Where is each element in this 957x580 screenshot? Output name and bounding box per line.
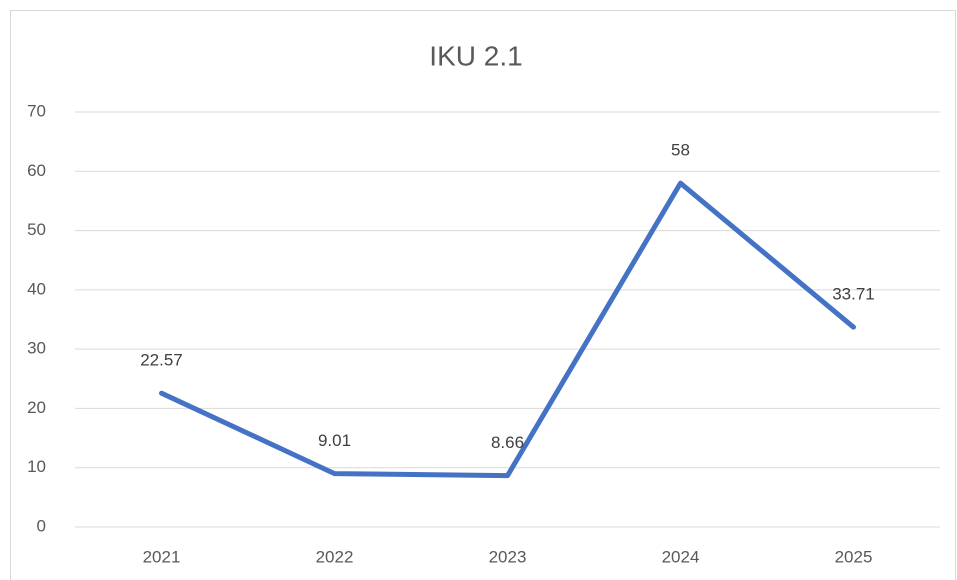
- y-tick-label: 50: [27, 220, 46, 239]
- y-tick-label: 40: [27, 279, 46, 298]
- line: [159, 180, 856, 479]
- x-tick-label: 2022: [316, 547, 354, 566]
- data-label: 22.57: [140, 351, 183, 370]
- data-label: 58: [671, 141, 690, 160]
- data-label: 33.71: [832, 285, 875, 304]
- y-tick-label: 20: [27, 398, 46, 417]
- data-label: 8.66: [491, 433, 524, 452]
- x-tick-label: 2024: [662, 547, 700, 566]
- y-tick-label: 70: [27, 101, 46, 120]
- chart-title: IKU 2.1: [429, 40, 522, 71]
- y-tick-label: 0: [37, 516, 46, 535]
- data-label: 9.01: [318, 431, 351, 450]
- y-tick-label: 60: [27, 161, 46, 180]
- chart-frame: [10, 10, 956, 580]
- y-tick-label: 10: [27, 457, 46, 476]
- y-tick-label: 30: [27, 339, 46, 358]
- x-tick-label: 2025: [835, 547, 873, 566]
- x-tick-label: 2023: [489, 547, 527, 566]
- x-tick-label: 2021: [143, 547, 181, 566]
